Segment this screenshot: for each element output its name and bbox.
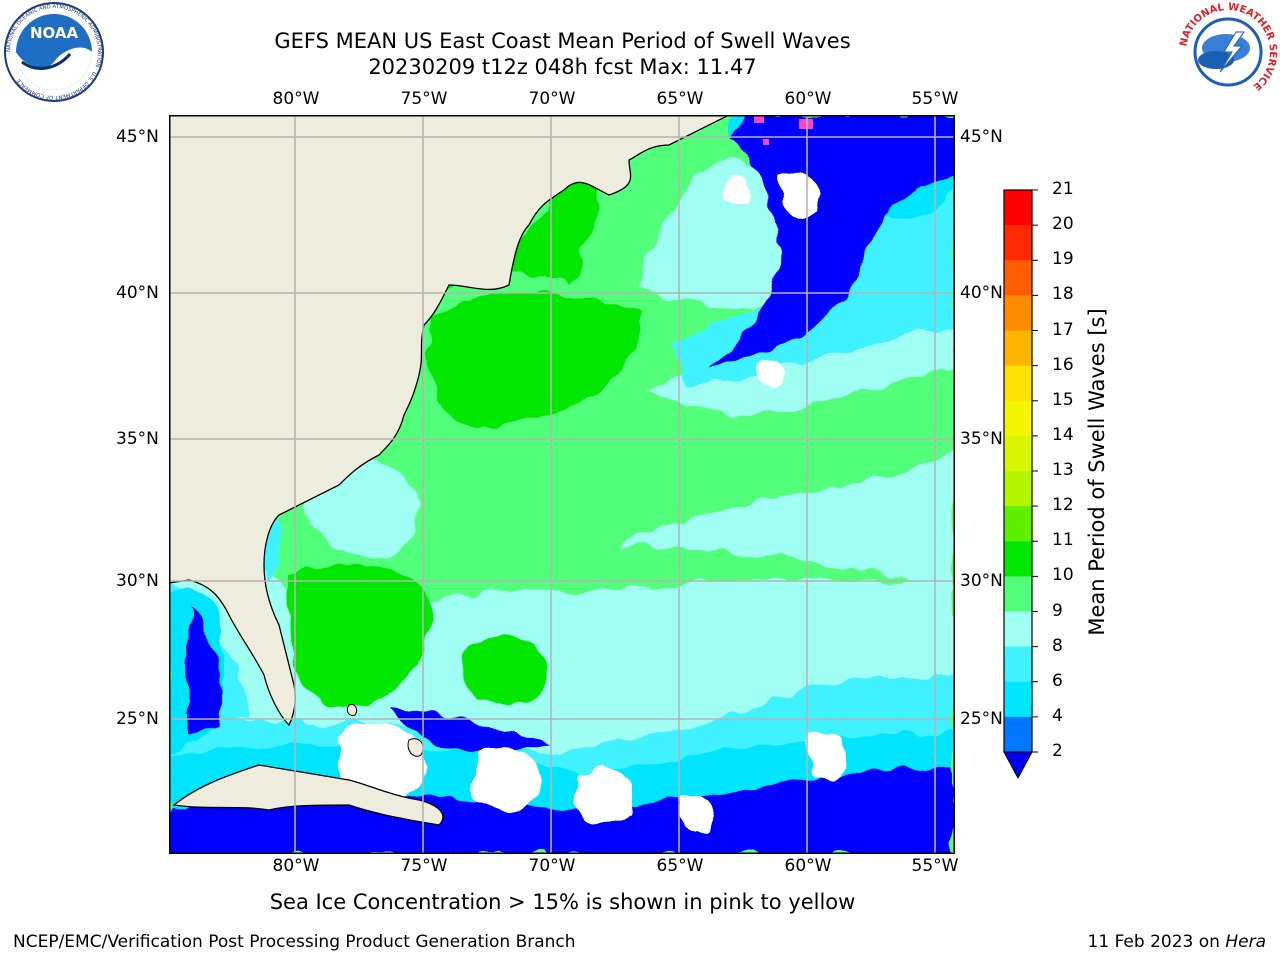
colorbar-tick-label: 6 (1052, 670, 1063, 691)
colorbar-segment (1004, 471, 1032, 507)
colorbar-tick-label: 10 (1052, 565, 1074, 586)
colorbar-tick-label: 4 (1052, 705, 1063, 726)
colorbar-segment (1004, 260, 1032, 296)
lat-label-left: 40°N (116, 283, 159, 303)
lat-label-right: 40°N (960, 283, 1003, 303)
lat-label-left: 35°N (116, 429, 159, 449)
colorbar-tick-label: 21 (1052, 179, 1074, 199)
colorbar-segment (1004, 330, 1032, 367)
map-gridlines (169, 115, 955, 854)
lon-label-bottom: 75°W (400, 856, 448, 876)
colorbar-tick-label: 2 (1052, 741, 1063, 761)
colorbar-segment (1004, 716, 1032, 753)
lon-label-bottom: 60°W (784, 856, 832, 876)
lon-label-top: 65°W (656, 89, 704, 109)
colorbar-tick-label: 14 (1052, 424, 1074, 445)
lon-label-top: 55°W (911, 89, 959, 109)
lat-label-left: 45°N (116, 127, 159, 147)
lon-label-bottom: 70°W (528, 856, 576, 876)
colorbar-tick-label: 15 (1052, 389, 1074, 410)
lat-label-left: 30°N (116, 571, 159, 591)
lat-label-right: 35°N (960, 429, 1003, 449)
land-cuba (172, 764, 444, 826)
noaa-logo: NOAA NATIONAL OCEANIC AND ATMOSPHERIC AD… (2, 2, 106, 106)
colorbar-tick-label: 19 (1052, 249, 1074, 270)
colorbar-segment (1004, 400, 1032, 437)
colorbar-segment (1004, 646, 1032, 683)
colorbar-segment (1004, 435, 1032, 472)
missing-data-patches (339, 172, 848, 831)
map-panel (169, 115, 955, 858)
colorbar-tick-label: 13 (1052, 460, 1074, 480)
colorbar-tick-label: 20 (1052, 214, 1074, 235)
lat-label-right: 30°N (960, 571, 1003, 591)
colorbar-segment (1004, 681, 1032, 718)
sea-ice-note: Sea Ice Concentration > 15% is shown in … (269, 890, 856, 914)
colorbar-tick-label: 9 (1052, 600, 1063, 621)
lon-label-top: 75°W (400, 89, 448, 109)
land-north-america (169, 115, 730, 727)
lon-label-top: 70°W (528, 89, 576, 109)
swell-2-4s-region (169, 765, 955, 854)
noaa-logo-text: NOAA (30, 24, 79, 42)
colorbar-segment (1004, 576, 1032, 612)
colorbar-segment (1004, 541, 1032, 577)
colorbar-tick-label: 16 (1052, 354, 1074, 375)
colorbar (1000, 185, 1040, 789)
lat-label-right: 45°N (960, 127, 1003, 147)
colorbar-segment (1004, 225, 1032, 261)
lon-label-bottom: 55°W (911, 856, 959, 876)
colorbar-segment (1004, 506, 1032, 542)
colorbar-segment (1004, 611, 1032, 648)
footer-credit: NCEP/EMC/Verification Post Processing Pr… (13, 932, 576, 952)
colorbar-segment (1004, 295, 1032, 331)
colorbar-label: Mean Period of Swell Waves [s] (1085, 308, 1109, 636)
colorbar-segment (1004, 190, 1032, 226)
colorbar-segment (1004, 365, 1032, 402)
footer-host: Hera (1225, 932, 1266, 952)
colorbar-tick-label: 8 (1052, 635, 1063, 656)
lon-label-top: 60°W (784, 89, 832, 109)
lon-label-bottom: 80°W (272, 856, 320, 876)
colorbar-tick-label: 11 (1052, 530, 1074, 551)
lon-label-bottom: 65°W (656, 856, 704, 876)
colorbar-tick-label: 18 (1052, 284, 1074, 305)
nws-logo: NATIONAL WEATHER SERVICE (1176, 2, 1280, 106)
chart-title: GEFS MEAN US East Coast Mean Period of S… (274, 29, 851, 53)
chart-subtitle-run: 20230209 t12z 048h fcst Max: 11.47 (368, 55, 757, 79)
colorbar-tick-label: 12 (1052, 495, 1074, 516)
colorbar-tick-label: 17 (1052, 319, 1074, 340)
footer-date: 11 Feb 2023 on Hera (1087, 932, 1266, 952)
lon-label-top: 80°W (272, 89, 320, 109)
colorbar-extend-arrow (1003, 751, 1033, 780)
lat-label-left: 25°N (116, 709, 159, 729)
lat-label-right: 25°N (960, 709, 1003, 729)
